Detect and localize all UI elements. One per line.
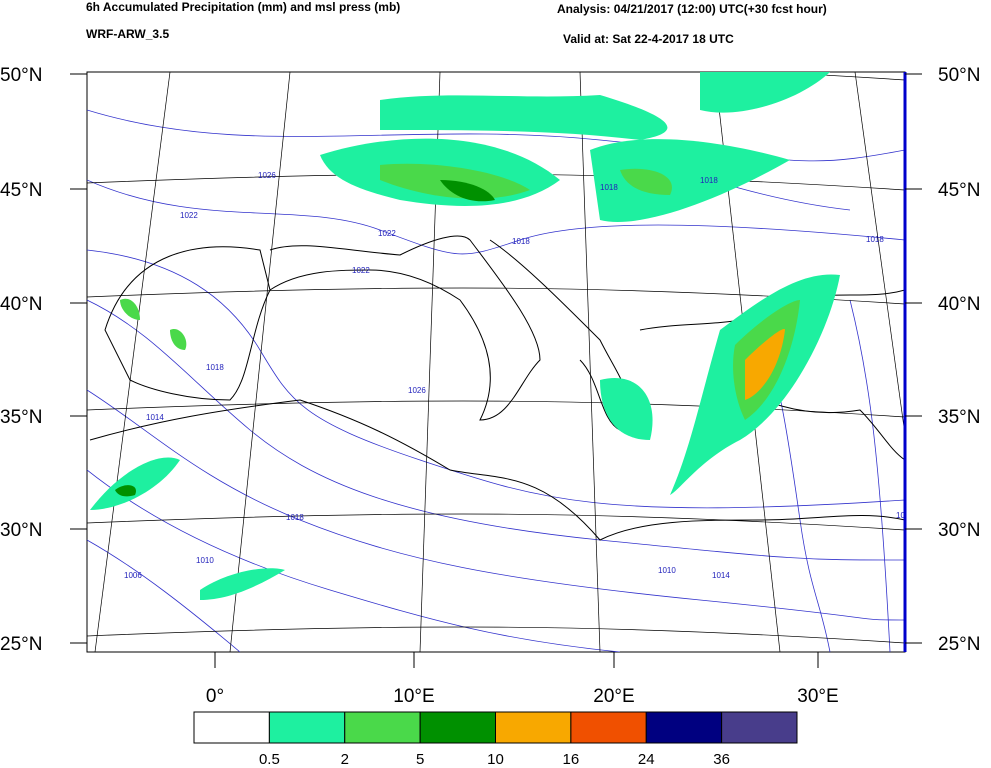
lat-label-left: 35°N — [0, 407, 42, 428]
colorbar-box — [419, 711, 496, 744]
colorbar-box — [193, 711, 270, 744]
isobar-label: 1006 — [896, 511, 914, 520]
lat-label-left: 40°N — [0, 294, 42, 315]
colorbar-label: 2 — [341, 751, 349, 768]
colorbar-box — [721, 711, 798, 744]
lon-label: 20°E — [593, 686, 634, 707]
lat-label-right: 45°N — [938, 180, 980, 201]
lon-label: 30°E — [797, 686, 838, 707]
precipitation — [90, 72, 840, 600]
lat-label-right: 40°N — [938, 294, 980, 315]
colorbar-box — [344, 711, 421, 744]
colorbar-label: 10 — [487, 751, 504, 768]
isobar-label: 1006 — [124, 571, 142, 580]
isobar-label: 1018 — [700, 176, 718, 185]
isobar-label: 1014 — [146, 413, 164, 422]
lon-label: 10°E — [393, 686, 434, 707]
isobar-label: 1018 — [206, 363, 224, 372]
isobar-label: 1018 — [286, 513, 304, 522]
analysis-time: Analysis: 04/21/2017 (12:00) UTC(+30 fcs… — [557, 2, 827, 16]
colorbar-label: 5 — [416, 751, 424, 768]
isobar-label: 1014 — [712, 571, 730, 580]
lat-label-left: 30°N — [0, 520, 42, 541]
colorbar-box — [645, 711, 723, 744]
lat-label-right: 35°N — [938, 407, 980, 428]
isobar-label: 1018 — [512, 237, 530, 246]
isobar-label: 1010 — [658, 566, 676, 575]
lat-label-right: 30°N — [938, 520, 980, 541]
model-name: WRF-ARW_3.5 — [86, 27, 169, 41]
isobar-label: 1010 — [196, 556, 214, 565]
colorbar-label: 24 — [638, 751, 655, 768]
isobar-label: 1022 — [180, 211, 198, 220]
isobar-label: 1018 — [600, 183, 618, 192]
colorbar-label: 16 — [563, 751, 580, 768]
lon-label: 0° — [206, 686, 224, 707]
lat-label-right: 25°N — [938, 634, 980, 655]
colorbar-box — [268, 711, 346, 744]
title: 6h Accumulated Precipitation (mm) and ms… — [86, 0, 400, 14]
isobar-label: 1022 — [378, 229, 396, 238]
isobar-label: 1022 — [352, 266, 370, 275]
colorbar-label: 0.5 — [259, 751, 280, 768]
map-area: 1026 1022 1022 1018 1018 1018 1022 1026 1018 1014… — [86, 71, 914, 653]
valid-time: Valid at: Sat 22-4-2017 18 UTC — [563, 32, 734, 46]
lat-label-left: 50°N — [0, 65, 42, 86]
lat-label-left: 25°N — [0, 634, 42, 655]
lat-label-right: 50°N — [938, 65, 980, 86]
colorbar-box — [570, 711, 647, 744]
isobar-label: 1018 — [866, 235, 884, 244]
colorbar-box — [495, 711, 572, 744]
colorbar-label: 36 — [713, 751, 730, 768]
isobar-label: 1026 — [258, 171, 276, 180]
lat-label-left: 45°N — [0, 180, 42, 201]
isobar-label: 1026 — [408, 386, 426, 395]
